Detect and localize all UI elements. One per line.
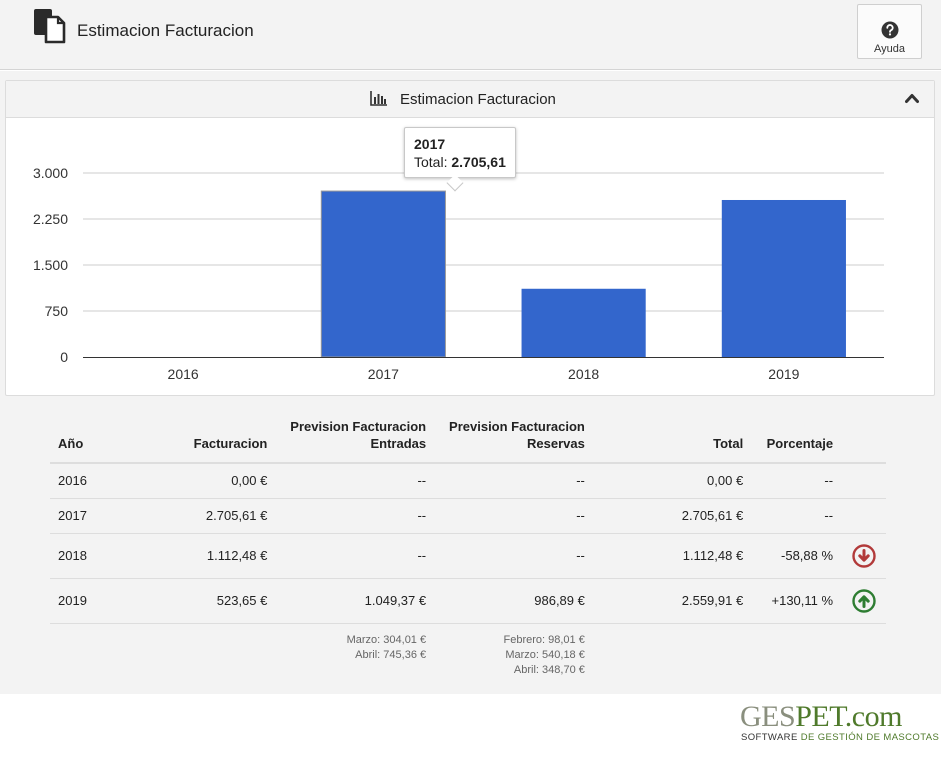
logo-pet: PET	[795, 700, 845, 733]
cell-percent: --	[751, 463, 842, 499]
header-bar: Estimacion Facturacion Ayuda	[0, 0, 941, 70]
logo-domain: .com	[844, 700, 903, 733]
cell-total: 2.559,91 €	[592, 578, 752, 624]
bar	[320, 190, 446, 358]
notes-cell	[751, 623, 841, 678]
page-title: Estimacion Facturacion	[77, 21, 254, 40]
documents-icon	[34, 9, 66, 44]
cell-billing: 2.705,61 €	[129, 498, 276, 534]
cell-billing: 523,65 €	[129, 578, 276, 624]
x-tick-label: 2018	[568, 366, 599, 382]
cell-entries: 1.049,37 €	[275, 578, 435, 624]
tooltip-value: 2.705,61	[451, 154, 506, 170]
bar-chart-icon	[370, 91, 387, 106]
x-tick-label: 2016	[168, 366, 199, 382]
cell-trend	[841, 498, 886, 534]
help-button[interactable]: Ayuda	[857, 4, 922, 59]
logo-wordmark: GESPET.com	[740, 700, 902, 734]
col-forecast-bookings-line2: Reservas	[527, 436, 585, 451]
col-year: Año	[50, 411, 130, 464]
cell-entries: --	[275, 533, 435, 579]
table-header-row: Año Facturacion Prevision Facturacion En…	[50, 411, 886, 464]
col-percent: Porcentaje	[751, 411, 842, 464]
help-label: Ayuda	[874, 43, 905, 55]
cell-percent: --	[751, 498, 842, 534]
notes-bookings: Febrero: 98,01 € Marzo: 540,18 € Abril: …	[434, 623, 593, 678]
cell-year: 2019	[50, 578, 130, 624]
y-tick-label: 2.250	[33, 211, 68, 227]
x-tick-label: 2017	[368, 366, 399, 382]
note-line: Abril: 348,70 €	[513, 663, 585, 676]
table-row: 2018 1.112,48 € -- -- 1.112,48 € -58,88 …	[50, 533, 886, 579]
col-forecast-bookings: Prevision Facturacion Reservas	[434, 411, 593, 464]
logo-ges: GES	[740, 700, 796, 733]
y-tick-label: 0	[60, 349, 68, 365]
tooltip-label: Total:	[414, 154, 452, 170]
notes-cell	[50, 623, 129, 678]
cell-trend	[841, 533, 886, 579]
chart-tooltip: 2017 Total: 2.705,61	[404, 127, 516, 192]
cell-total: 2.705,61 €	[592, 498, 752, 534]
y-tick-label: 750	[45, 303, 69, 319]
notes-cell	[129, 623, 275, 678]
bar	[721, 199, 846, 357]
logo-tagline: SOFTWARE DE GESTIÓN DE MASCOTAS	[741, 732, 939, 743]
cell-percent: +130,11 %	[751, 578, 842, 624]
y-tick-label: 3.000	[33, 165, 68, 181]
notes-cell	[593, 623, 751, 678]
cell-bookings: 986,89 €	[434, 578, 593, 624]
cell-bookings: --	[434, 463, 593, 499]
question-circle-icon	[881, 21, 899, 39]
col-forecast-entries-line2: Entradas	[370, 436, 427, 451]
cell-billing: 0,00 €	[129, 463, 276, 499]
notes-cell	[841, 623, 886, 678]
arrow-circle-down-icon	[851, 543, 876, 568]
tooltip-line: Total: 2.705,61	[414, 153, 515, 171]
col-total: Total	[592, 411, 752, 464]
table-row: 2017 2.705,61 € -- -- 2.705,61 € --	[50, 498, 886, 534]
gespet-logo: GESPET.com SOFTWARE DE GESTIÓN DE MASCOT…	[740, 700, 939, 748]
chart-panel: Estimacion Facturacion 0 750 1.500 2.250 3.0…	[5, 80, 935, 396]
cell-trend	[841, 463, 886, 499]
note-line: Abril: 745,36 €	[355, 648, 427, 661]
panel-header[interactable]: Estimacion Facturacion	[6, 81, 934, 118]
bar	[521, 288, 646, 357]
notes-entries: Marzo: 304,01 € Abril: 745,36 €	[275, 623, 434, 678]
logo-tagline-a: SOFTWARE	[741, 732, 801, 743]
note-line: Febrero: 98,01 €	[503, 633, 585, 646]
cell-year: 2017	[50, 498, 130, 534]
chevron-up-icon[interactable]	[905, 92, 919, 104]
billing-table: Año Facturacion Prevision Facturacion En…	[50, 411, 886, 678]
notes-row: Marzo: 304,01 € Abril: 745,36 € Febrero:…	[50, 623, 886, 678]
cell-bookings: --	[434, 533, 593, 579]
x-tick-label: 2019	[768, 366, 799, 382]
cell-bookings: --	[434, 498, 593, 534]
note-line: Marzo: 304,01 €	[346, 633, 427, 646]
tooltip-year: 2017	[414, 136, 446, 152]
cell-trend	[841, 578, 886, 624]
cell-entries: --	[275, 498, 435, 534]
col-forecast-entries-line1: Prevision Facturacion	[290, 419, 427, 434]
col-trend	[841, 411, 886, 464]
cell-year: 2018	[50, 533, 130, 579]
col-forecast-bookings-line1: Prevision Facturacion	[449, 419, 585, 434]
cell-total: 0,00 €	[592, 463, 752, 499]
logo-tagline-b: DE GESTIÓN DE MASCOTAS	[800, 732, 940, 743]
cell-year: 2016	[50, 463, 130, 499]
cell-billing: 1.112,48 €	[129, 533, 276, 579]
col-billing: Facturacion	[129, 411, 276, 464]
col-forecast-entries: Prevision Facturacion Entradas	[275, 411, 435, 464]
cell-percent: -58,88 %	[751, 533, 842, 579]
bar-chart: 0 750 1.500 2.250 3.000 2016 2017 2018 2019	[33, 165, 884, 382]
cell-entries: --	[275, 463, 435, 499]
table-row: 2019 523,65 € 1.049,37 € 986,89 € 2.559,…	[50, 578, 886, 624]
panel-title: Estimacion Facturacion	[400, 91, 556, 108]
arrow-circle-up-icon	[851, 588, 876, 613]
cell-total: 1.112,48 €	[592, 533, 752, 579]
note-line: Marzo: 540,18 €	[505, 648, 585, 661]
y-tick-label: 1.500	[33, 257, 68, 273]
table-row: 2016 0,00 € -- -- 0,00 € --	[50, 463, 886, 499]
